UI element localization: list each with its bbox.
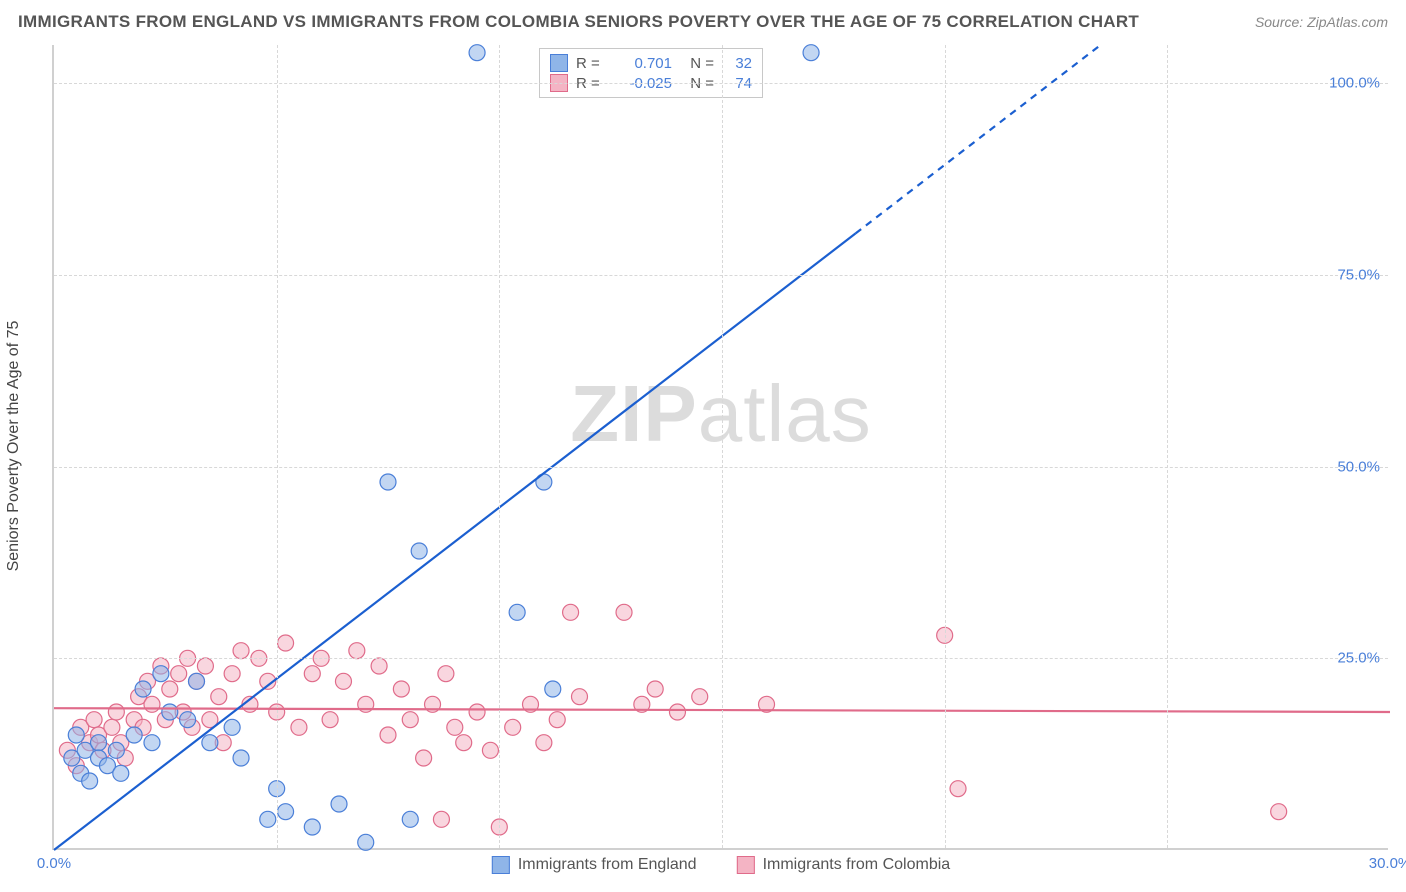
data-point-colombia: [1271, 804, 1287, 820]
data-point-colombia: [291, 719, 307, 735]
data-point-england: [202, 735, 218, 751]
data-point-england: [380, 474, 396, 490]
data-point-england: [233, 750, 249, 766]
data-point-england: [803, 45, 819, 61]
source-text: Source: ZipAtlas.com: [1255, 14, 1388, 30]
data-point-england: [260, 811, 276, 827]
series-legend: Immigrants from England Immigrants from …: [492, 856, 950, 874]
data-point-colombia: [647, 681, 663, 697]
data-point-colombia: [393, 681, 409, 697]
data-point-colombia: [162, 681, 178, 697]
data-point-colombia: [371, 658, 387, 674]
data-point-colombia: [416, 750, 432, 766]
data-point-england: [153, 666, 169, 682]
data-point-colombia: [563, 604, 579, 620]
data-point-england: [180, 712, 196, 728]
data-point-england: [469, 45, 485, 61]
data-point-colombia: [447, 719, 463, 735]
data-point-england: [509, 604, 525, 620]
data-point-colombia: [456, 735, 472, 751]
data-point-colombia: [304, 666, 320, 682]
data-point-colombia: [197, 658, 213, 674]
data-point-colombia: [669, 704, 685, 720]
data-point-colombia: [86, 712, 102, 728]
data-point-colombia: [104, 719, 120, 735]
data-point-colombia: [402, 712, 418, 728]
data-point-colombia: [571, 689, 587, 705]
data-point-colombia: [616, 604, 632, 620]
data-point-england: [91, 735, 107, 751]
y-tick: 25.0%: [1337, 650, 1380, 667]
data-point-england: [162, 704, 178, 720]
data-point-england: [358, 834, 374, 850]
data-point-colombia: [233, 643, 249, 659]
trend-line-england-dashed: [856, 45, 1101, 233]
data-point-england: [108, 742, 124, 758]
data-point-colombia: [380, 727, 396, 743]
data-point-england: [304, 819, 320, 835]
data-point-england: [68, 727, 84, 743]
data-point-england: [82, 773, 98, 789]
data-point-england: [224, 719, 240, 735]
x-tick: 0.0%: [37, 855, 71, 872]
data-point-colombia: [211, 689, 227, 705]
data-point-colombia: [433, 811, 449, 827]
x-tick: 30.0%: [1369, 855, 1406, 872]
data-point-colombia: [536, 735, 552, 751]
data-point-england: [135, 681, 151, 697]
data-point-colombia: [224, 666, 240, 682]
data-point-england: [113, 765, 129, 781]
data-point-england: [411, 543, 427, 559]
data-point-colombia: [278, 635, 294, 651]
swatch-england: [492, 856, 510, 874]
data-point-england: [402, 811, 418, 827]
legend-item-colombia: Immigrants from Colombia: [737, 856, 951, 874]
chart-title: IMMIGRANTS FROM ENGLAND VS IMMIGRANTS FR…: [18, 12, 1139, 32]
data-point-colombia: [505, 719, 521, 735]
data-point-colombia: [335, 673, 351, 689]
data-point-england: [278, 804, 294, 820]
data-point-colombia: [144, 696, 160, 712]
data-point-colombia: [950, 781, 966, 797]
data-point-colombia: [482, 742, 498, 758]
plot-area: ZIPatlas R = 0.701 N = 32 R = -0.025 N =…: [52, 45, 1388, 850]
data-point-colombia: [171, 666, 187, 682]
y-tick: 50.0%: [1337, 458, 1380, 475]
y-tick: 100.0%: [1329, 75, 1380, 92]
data-point-england: [189, 673, 205, 689]
data-point-colombia: [549, 712, 565, 728]
data-point-colombia: [469, 704, 485, 720]
data-point-colombia: [108, 704, 124, 720]
data-point-colombia: [692, 689, 708, 705]
trend-line-england: [54, 233, 856, 850]
y-axis-label: Seniors Poverty Over the Age of 75: [5, 321, 23, 572]
data-point-colombia: [349, 643, 365, 659]
data-point-england: [144, 735, 160, 751]
swatch-colombia: [737, 856, 755, 874]
data-point-england: [545, 681, 561, 697]
data-point-colombia: [438, 666, 454, 682]
data-point-colombia: [322, 712, 338, 728]
scatter-svg: [54, 45, 1388, 848]
data-point-england: [126, 727, 142, 743]
legend-item-england: Immigrants from England: [492, 856, 697, 874]
y-tick: 75.0%: [1337, 267, 1380, 284]
data-point-england: [331, 796, 347, 812]
